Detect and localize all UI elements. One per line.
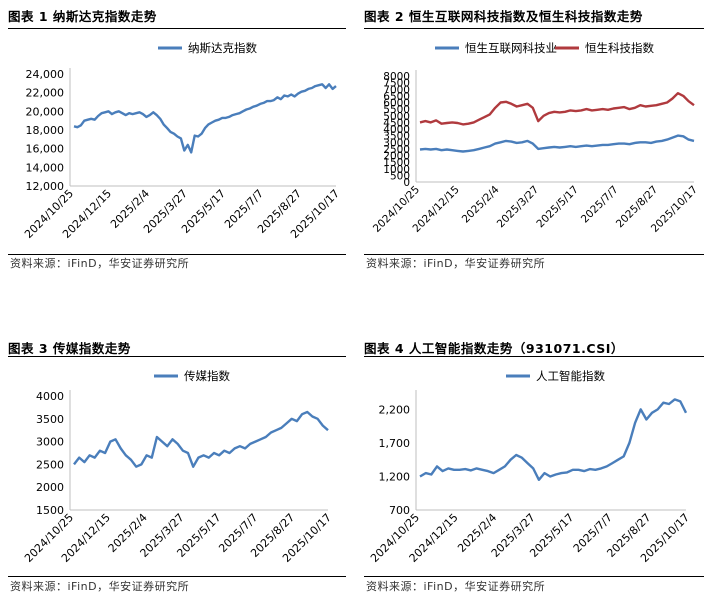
title-rule	[364, 28, 704, 29]
source-rule	[8, 576, 346, 577]
source-note: 资料来源：iFinD，华安证券研究所	[366, 580, 546, 593]
y-tick-label: 24,000	[26, 68, 65, 81]
series-line	[73, 83, 337, 154]
series-line	[73, 410, 329, 468]
y-tick-label: 2500	[383, 144, 410, 156]
source-note: 资料来源：iFinD，华安证券研究所	[10, 580, 190, 593]
panel-media: 图表 3 传媒指数走势 传媒指数 1500 2000 2500 3000 3500 4000…	[8, 338, 346, 600]
y-tick-label: 7000	[383, 84, 410, 96]
y-tick-label: 5500	[383, 104, 410, 116]
y-tick-label: 16,000	[26, 143, 65, 156]
y-tick-label: 14,000	[26, 161, 65, 174]
y-tick-label: 4500	[383, 117, 410, 129]
x-tick-label: 2025/3/27	[495, 184, 542, 231]
y-tick-label: 500	[390, 170, 410, 182]
x-tick-label: 2025/5/17	[534, 184, 581, 231]
legend-label: 恒生科技指数	[585, 41, 654, 55]
y-tick-label: 20,000	[26, 105, 65, 118]
y-tick-label: 0	[403, 177, 410, 189]
series-line	[419, 398, 688, 482]
y-tick-label: 2000	[383, 151, 410, 163]
y-tick-label: 7500	[383, 78, 410, 90]
y-tick-label: 1500	[36, 504, 64, 517]
legend-label: 纳斯达克指数	[188, 41, 257, 55]
source-rule	[8, 254, 346, 255]
x-tick-label: 2025/2/4	[460, 183, 502, 225]
source-note: 资料来源：iFinD，华安证券研究所	[366, 257, 546, 270]
panel-hang-seng: 图表 2 恒生互联网科技指数及恒生科技指数走势 恒生互联网科技业 恒生科技指数 0 5…	[364, 6, 704, 276]
chart-title: 图表 3 传媒指数走势	[8, 341, 131, 356]
y-tick-label: 18,000	[26, 124, 65, 137]
y-tick-label: 3500	[383, 131, 410, 143]
panel-nasdaq: 图表 1 纳斯达克指数走势 纳斯达克指数 12,000 14,000 16,000 18…	[8, 6, 346, 276]
y-tick-label: 1500	[383, 157, 410, 169]
legend-label: 传媒指数	[184, 369, 230, 383]
chart-title: 图表 4 人工智能指数走势（931071.CSI）	[364, 341, 624, 356]
chart-hang-seng: 恒生互联网科技业 恒生科技指数 05001000150020002500300035…	[371, 41, 700, 235]
y-tick-label: 8000	[383, 71, 410, 83]
chart-title: 图表 1 纳斯达克指数走势	[8, 9, 157, 24]
y-tick-label: 2500	[36, 458, 64, 471]
title-rule	[364, 356, 704, 357]
chart-nasdaq: 纳斯达克指数 12,000 14,000 16,000 18,000 20,000 22,0…	[22, 41, 342, 241]
y-tick-label: 3000	[383, 137, 410, 149]
chart-title: 图表 2 恒生互联网科技指数及恒生科技指数走势	[364, 9, 643, 24]
legend-label: 恒生互联网科技业	[465, 41, 557, 55]
x-tick-label: 2025/7/7	[579, 184, 621, 226]
legend-label: 人工智能指数	[536, 369, 605, 383]
y-tick-label: 6000	[383, 98, 410, 110]
y-tick-label: 1,200	[379, 470, 411, 483]
y-tick-label: 6500	[383, 91, 410, 103]
y-tick-label: 1,700	[379, 437, 411, 450]
y-tick-label: 12,000	[26, 180, 65, 193]
y-tick-label: 3500	[36, 413, 64, 426]
y-tick-label: 700	[389, 504, 410, 517]
source-rule	[364, 254, 704, 255]
y-tick-label: 2000	[36, 481, 64, 494]
panel-ai: 图表 4 人工智能指数走势（931071.CSI） 人工智能指数 700 1,200…	[364, 338, 704, 600]
y-tick-label: 2,200	[379, 403, 411, 416]
title-rule	[8, 28, 346, 29]
series-line	[419, 134, 695, 153]
chart-ai: 人工智能指数7001,2001,7002,2002024/10/252024/1…	[368, 369, 692, 565]
y-tick-label: 22,000	[26, 87, 65, 100]
y-tick-label: 1000	[383, 164, 410, 176]
chart-media: 传媒指数1500200025003000350040002024/10/2520…	[22, 369, 334, 565]
y-tick-label: 4000	[383, 124, 410, 136]
y-tick-label: 5000	[383, 111, 410, 123]
title-rule	[8, 356, 346, 357]
y-tick-label: 3000	[36, 436, 64, 449]
source-rule	[364, 576, 704, 577]
series-line	[419, 92, 695, 126]
source-note: 资料来源：iFinD，华安证券研究所	[10, 257, 190, 270]
y-tick-label: 4000	[36, 390, 64, 403]
